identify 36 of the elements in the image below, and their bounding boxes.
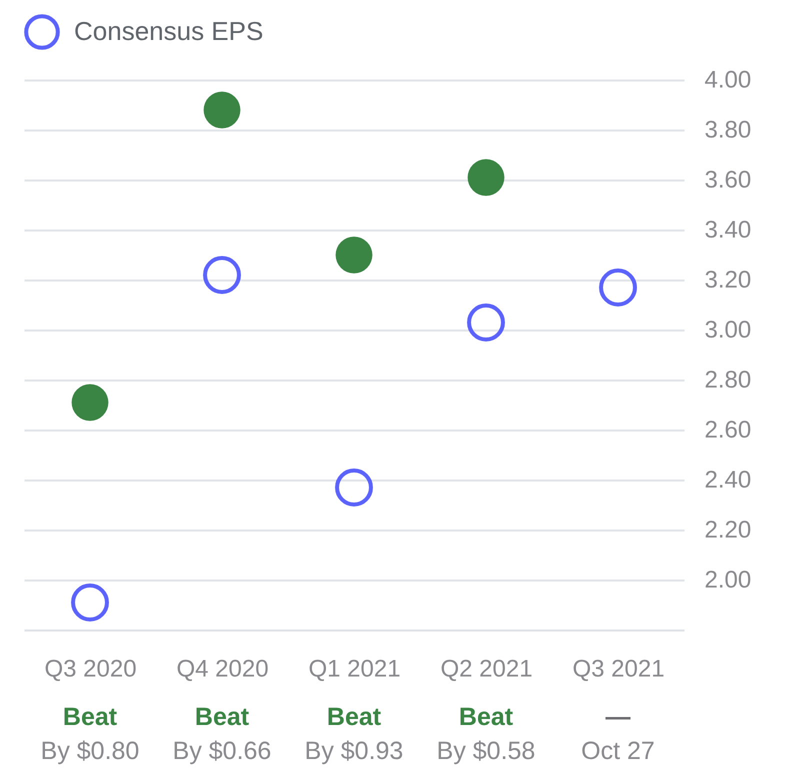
y-tick-label: 3.60: [704, 166, 752, 194]
text: Beat: [326, 703, 382, 731]
point: [336, 236, 372, 274]
text: —: [606, 703, 630, 731]
point: [467, 304, 505, 342]
y-tick-label: 2.60: [704, 416, 752, 444]
legend-label: Consensus EPS: [74, 16, 264, 46]
y-tick-label: 3.20: [704, 266, 752, 294]
y-tick-label: 3.80: [704, 116, 752, 144]
text: By $0.93: [304, 737, 404, 765]
y-tick-label: 2.00: [704, 566, 752, 594]
text: Beat: [194, 703, 250, 731]
text: Oct 27: [581, 737, 655, 765]
text: By $0.58: [436, 737, 536, 765]
text: By $0.66: [172, 737, 272, 765]
point: [72, 384, 108, 421]
y-tick-label: 2.80: [704, 366, 752, 394]
y-tick-label: 4.00: [704, 66, 752, 94]
text: Beat: [62, 703, 118, 731]
y-tick-label: 3.40: [704, 216, 752, 244]
x-tick-label: Q1 2021: [308, 656, 401, 682]
point: [335, 468, 373, 506]
x-tick-label: Q3 2021: [572, 656, 665, 682]
y-tick-label: 3.00: [704, 316, 752, 344]
y-tick-label: 2.20: [704, 516, 752, 544]
y-tick-label: 2.40: [704, 466, 752, 494]
point: [71, 584, 109, 622]
text: By $0.80: [40, 737, 140, 765]
text: Beat: [458, 703, 514, 731]
point: [204, 92, 240, 128]
x-tick-label: Q4 2020: [176, 656, 269, 682]
point: [468, 159, 504, 196]
point: [203, 256, 241, 294]
x-tick-label: Q2 2021: [440, 656, 533, 682]
x-tick-label: Q3 2020: [44, 656, 137, 682]
point: [599, 268, 637, 306]
